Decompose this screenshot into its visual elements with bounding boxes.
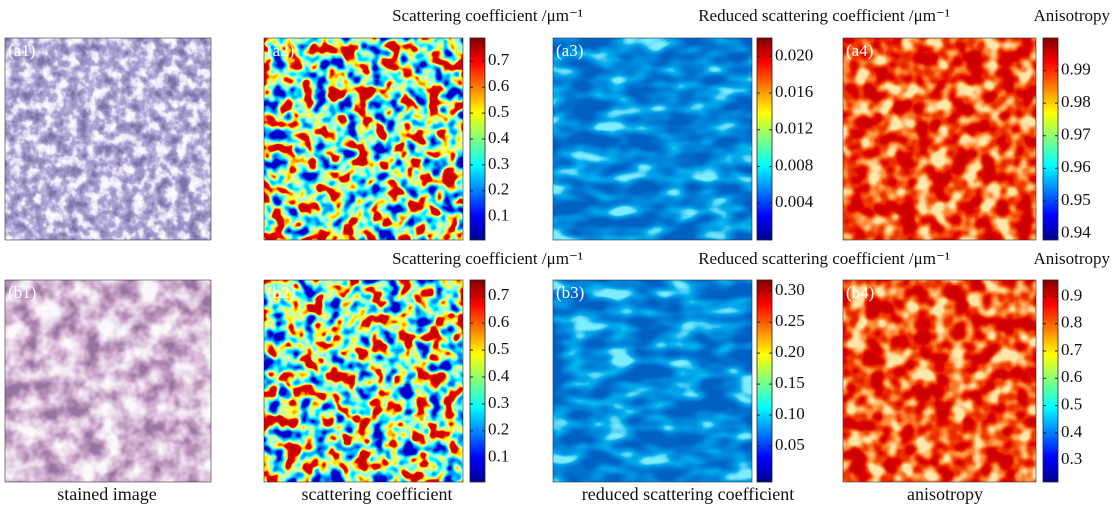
colorbar-title: Reduced scattering coefficient /μm⁻¹: [698, 6, 950, 25]
panel-label: (b2): [267, 283, 295, 302]
panel-label: (a1): [8, 41, 35, 60]
tick-label: 0.3: [1061, 449, 1082, 468]
panel-label: (b3): [556, 283, 584, 302]
colorbar-title: Scattering coefficient /μm⁻¹: [392, 6, 583, 25]
panel-frame: [842, 37, 1037, 241]
panel-frame: [4, 37, 212, 241]
colorbar-title: Reduced scattering coefficient /μm⁻¹: [698, 249, 950, 268]
colorbar-title: Anisotropy: [1034, 6, 1111, 25]
tick-label: 0.6: [488, 312, 509, 331]
caption: scattering coefficient: [301, 484, 452, 504]
colorbar: [469, 279, 486, 483]
tick-label: 0.30: [775, 280, 805, 299]
tick-label: 0.4: [1061, 422, 1083, 441]
panel-image: [843, 280, 1036, 482]
colorbar: [756, 279, 773, 483]
tick-label: 0.4: [488, 366, 510, 385]
tick-label: 0.7: [488, 50, 510, 69]
tick-label: 0.6: [488, 76, 509, 95]
caption: anisotropy: [907, 484, 983, 504]
panel-image: [264, 280, 463, 482]
tick-label: 0.10: [775, 404, 805, 423]
panel-frame: [842, 279, 1037, 483]
panel-image: [5, 280, 211, 482]
tick-label: 0.15: [775, 373, 805, 392]
panel-label: (a3): [556, 41, 583, 60]
panel-image: [553, 38, 752, 240]
tick-label: 0.008: [775, 155, 813, 174]
tick-label: 0.7: [488, 285, 510, 304]
tick-label: 0.95: [1061, 190, 1091, 209]
panel-label: (b1): [8, 283, 36, 302]
panel-image: [264, 38, 463, 240]
panel-frame: [4, 279, 212, 483]
panel-image: [5, 38, 211, 240]
colorbar: [1042, 37, 1059, 241]
tick-label: 0.5: [1061, 394, 1082, 413]
panel-label: (b4): [846, 283, 874, 302]
tick-label: 0.1: [488, 447, 509, 466]
tick-label: 0.020: [775, 45, 813, 64]
panel-frame: [552, 37, 753, 241]
tick-label: 0.5: [488, 339, 509, 358]
tick-label: 0.25: [775, 311, 805, 330]
tick-label: 0.97: [1061, 125, 1091, 144]
colorbar-title: Anisotropy: [1034, 249, 1111, 268]
tick-label: 0.1: [488, 206, 509, 225]
tick-label: 0.05: [775, 435, 805, 454]
tick-label: 0.96: [1061, 157, 1091, 176]
tick-label: 0.3: [488, 154, 509, 173]
tick-label: 0.4: [488, 128, 510, 147]
tick-label: 0.7: [1061, 340, 1083, 359]
tick-label: 0.9: [1061, 285, 1082, 304]
caption: reduced scattering coefficient: [582, 484, 795, 504]
colorbar-title: Scattering coefficient /μm⁻¹: [392, 249, 583, 268]
tick-label: 0.004: [775, 192, 814, 211]
tick-label: 0.3: [488, 393, 509, 412]
caption: stained image: [57, 484, 156, 504]
tick-label: 0.2: [488, 420, 509, 439]
panel-frame: [552, 279, 753, 483]
tick-label: 0.20: [775, 342, 805, 361]
tick-label: 0.8: [1061, 313, 1082, 332]
tick-label: 0.016: [775, 82, 813, 101]
panel-frame: [263, 279, 464, 483]
tick-label: 0.94: [1061, 222, 1091, 241]
panel-frame: [263, 37, 464, 241]
tick-label: 0.5: [488, 102, 509, 121]
tick-label: 0.2: [488, 180, 509, 199]
panel-image: [553, 280, 752, 482]
colorbar: [756, 37, 773, 241]
tick-label: 0.012: [775, 119, 813, 138]
tick-label: 0.98: [1061, 92, 1091, 111]
panel-label: (a4): [846, 41, 873, 60]
tick-label: 0.99: [1061, 59, 1091, 78]
panel-image: [843, 38, 1036, 240]
colorbar: [1042, 279, 1059, 483]
tick-label: 0.6: [1061, 367, 1082, 386]
panel-label: (a2): [267, 41, 294, 60]
